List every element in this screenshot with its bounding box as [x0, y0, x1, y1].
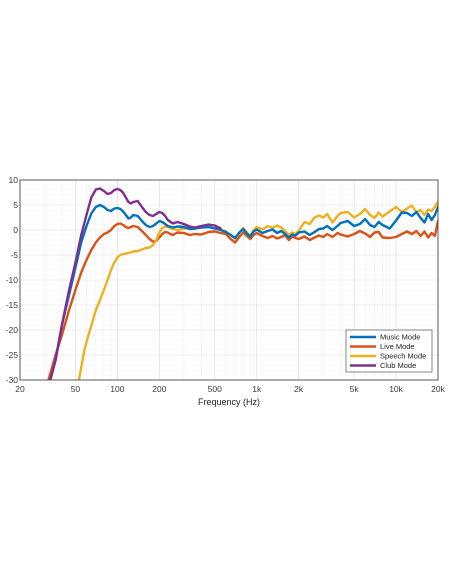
y-tick-label: -30 — [6, 375, 19, 385]
x-tick-label: 5k — [350, 384, 360, 394]
y-tick-label: -5 — [10, 250, 18, 260]
x-axis-title: Frequency (Hz) — [198, 397, 260, 407]
y-tick-label: -10 — [6, 275, 19, 285]
plot-area — [47, 187, 438, 380]
x-tick-label: 50 — [71, 384, 81, 394]
legend-label: Speech Mode — [380, 352, 426, 361]
y-tick-label: -25 — [6, 350, 19, 360]
y-tick-label: 0 — [13, 225, 18, 235]
x-tick-label: 2k — [294, 384, 304, 394]
y-tick-label: 10 — [9, 175, 19, 185]
x-tick-label: 10k — [389, 384, 403, 394]
x-tick-label: 200 — [152, 384, 166, 394]
x-axis-ticks: 20 50 100 200 500 1k 2k 5k 10k 20k — [15, 384, 445, 394]
y-tick-label: -15 — [6, 300, 19, 310]
x-tick-label: 20 — [15, 384, 25, 394]
y-axis-ticks: 10 5 0 -5 -10 -15 -20 -25 -30 — [6, 175, 19, 385]
series-line-music-mode — [49, 203, 438, 380]
y-tick-label: -20 — [6, 325, 19, 335]
legend-label: Music Mode — [380, 333, 420, 342]
y-tick-label: 5 — [13, 200, 18, 210]
legend-label: Club Mode — [380, 361, 416, 370]
series-line-club-mode — [49, 187, 222, 380]
x-tick-label: 1k — [252, 384, 262, 394]
x-tick-label: 100 — [110, 384, 124, 394]
plot-frame — [19, 179, 439, 381]
series-line-live-mode — [47, 219, 438, 380]
legend-label: Live Mode — [380, 342, 415, 351]
x-tick-label: 20k — [431, 384, 445, 394]
x-tick-label: 500 — [208, 384, 222, 394]
